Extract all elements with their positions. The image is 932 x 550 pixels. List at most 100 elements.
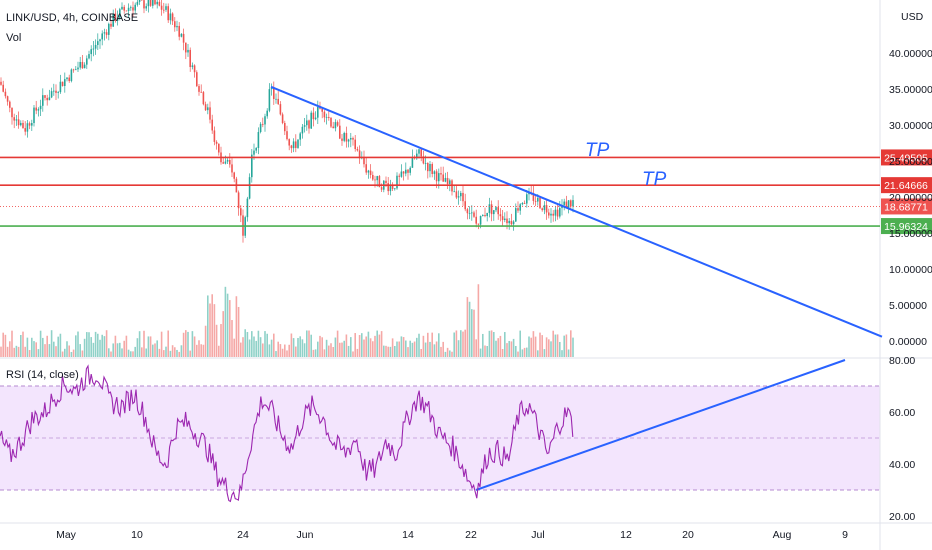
- candle-body: [110, 23, 112, 27]
- volume-bar: [413, 341, 416, 357]
- candle-body: [42, 95, 44, 106]
- volume-bar: [182, 332, 185, 357]
- candle-body: [266, 110, 268, 117]
- volume-bar: [196, 344, 198, 357]
- volume-bar: [477, 284, 480, 357]
- candle-body: [97, 41, 99, 45]
- candle-body: [268, 89, 271, 111]
- volume-bar: [158, 348, 161, 357]
- volume-bar: [209, 303, 211, 357]
- volume-bar: [418, 333, 420, 357]
- candle-body: [143, 0, 145, 9]
- candle-body: [378, 176, 381, 188]
- volume-bar: [266, 333, 268, 357]
- price-tick-label: 30.00000: [889, 120, 932, 132]
- candle-body: [66, 77, 68, 80]
- candle-body: [31, 123, 33, 126]
- candle-body: [33, 107, 35, 124]
- candle-body: [158, 1, 161, 6]
- candle-body: [545, 205, 548, 213]
- price-axis[interactable]: 40.00000 35.00000 30.00000 25.00000 20.00000…: [889, 48, 932, 348]
- candle-body: [317, 107, 319, 118]
- volume-bar: [275, 351, 277, 357]
- annotations: TP TP: [585, 140, 667, 190]
- volume-bar: [565, 334, 568, 357]
- volume-bar: [163, 350, 165, 357]
- volume-bar: [528, 336, 530, 357]
- time-axis[interactable]: May 10 24 Jun 14 22 Jul 12 20 Aug 9: [56, 529, 848, 541]
- candle-body: [44, 95, 46, 98]
- volume-bar: [548, 339, 550, 357]
- candle-body: [48, 97, 51, 101]
- candle-body: [176, 25, 178, 28]
- candle-body: [334, 122, 337, 129]
- volume-bar: [264, 331, 266, 357]
- volume-bar: [257, 330, 260, 357]
- candle-body: [431, 164, 433, 174]
- volume-bar: [402, 337, 405, 357]
- volume-bar: [167, 330, 169, 357]
- volume-bar: [545, 337, 548, 357]
- candle-body: [521, 202, 524, 205]
- volume-bar: [185, 330, 187, 357]
- candle-body: [198, 86, 200, 92]
- volume-bar: [431, 332, 433, 357]
- candle-body: [479, 216, 482, 225]
- volume-bar: [125, 335, 128, 357]
- volume-label[interactable]: Vol: [6, 32, 22, 44]
- rsi-band: [0, 386, 880, 490]
- volume-bar: [180, 345, 183, 357]
- volume-bar: [343, 340, 345, 357]
- candle-body: [149, 0, 152, 6]
- volume-bar: [310, 334, 312, 357]
- volume-bar: [240, 342, 242, 357]
- candle-body: [9, 101, 11, 108]
- rsi-label[interactable]: RSI (14, close): [6, 369, 79, 381]
- volume-bar: [512, 338, 515, 357]
- volume-bar: [92, 342, 95, 357]
- candle-body: [352, 137, 354, 140]
- volume-bar: [220, 324, 222, 357]
- candle-body: [367, 170, 370, 173]
- price-tick-label: 20.00000: [889, 192, 932, 204]
- candle-body: [510, 220, 513, 225]
- candle-body: [460, 192, 462, 197]
- candle-body: [79, 61, 81, 68]
- volume-bar: [222, 311, 224, 357]
- candle-body: [185, 42, 187, 53]
- volume-bar: [127, 349, 130, 357]
- volume-bar: [46, 335, 48, 357]
- volume-bar: [37, 349, 40, 357]
- symbol-title[interactable]: LINK/USD, 4h, COINBASE: [6, 12, 139, 24]
- candlesticks: [0, 0, 574, 243]
- candle-body: [341, 138, 343, 141]
- volume-bar: [297, 337, 299, 357]
- candle-body: [385, 180, 387, 184]
- volume-bar: [246, 332, 249, 357]
- volume-bar: [207, 295, 209, 357]
- rsi-axis[interactable]: 80.00 60.00 40.00 20.00: [889, 355, 915, 523]
- candle-body: [493, 210, 495, 215]
- candle-body: [215, 141, 218, 144]
- candle-body: [279, 104, 282, 115]
- candle-body: [295, 141, 297, 148]
- currency-label[interactable]: USD: [899, 11, 926, 24]
- candle-body: [471, 212, 473, 214]
- candle-body: [55, 90, 57, 93]
- price-level-tag: [881, 218, 932, 235]
- volume-bar: [501, 349, 504, 357]
- volume-bar: [475, 339, 477, 357]
- candle-body: [400, 171, 403, 177]
- volume-bar: [433, 344, 436, 357]
- candle-body: [497, 207, 499, 215]
- volume-bar: [321, 337, 323, 357]
- volume-bar: [215, 324, 218, 357]
- candle-body: [57, 92, 59, 93]
- volume-bar: [299, 336, 301, 357]
- volume-bar: [169, 350, 172, 357]
- candle-body: [365, 164, 367, 173]
- volume-bar: [149, 336, 152, 357]
- volume-bar: [515, 346, 517, 357]
- volume-bar: [570, 330, 572, 357]
